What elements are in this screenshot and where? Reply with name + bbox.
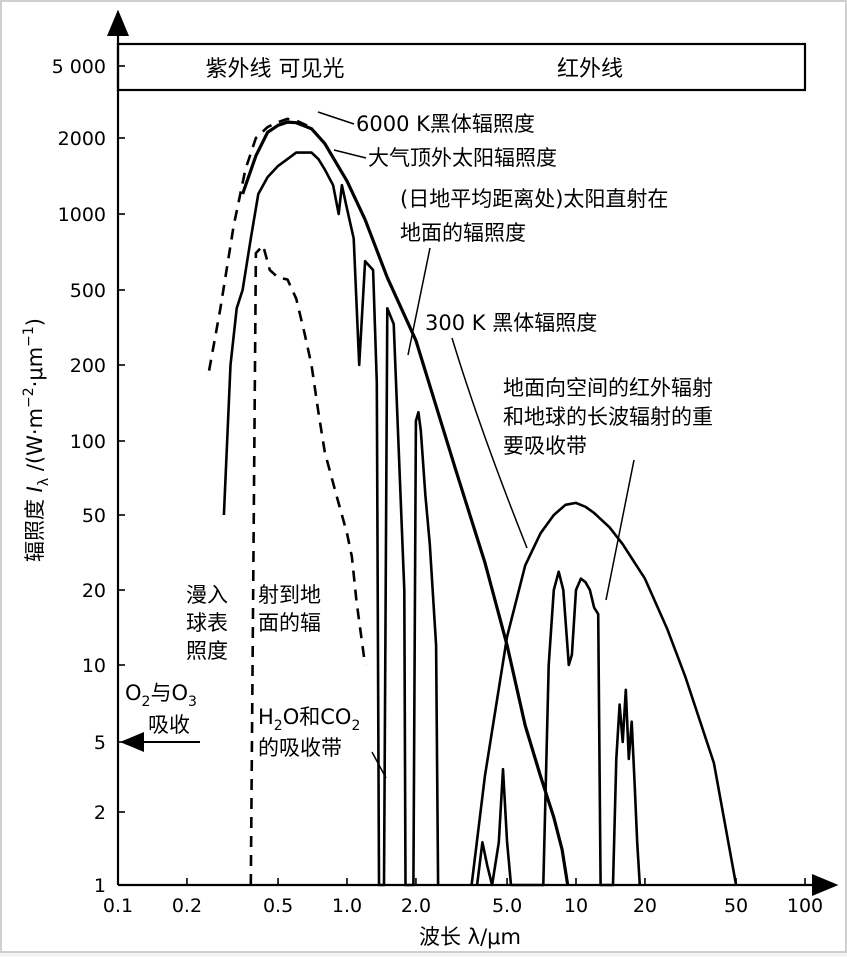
y-tick-label-2: 5 [94,732,106,754]
x-tick-label-3: 1.0 [332,895,362,917]
series-line-2 [222,151,440,887]
label-toa-solar: 大气顶外太阳辐照度 [368,146,557,170]
label-direct-solar-line1: (日地平均距离处)太阳直射在 [400,187,668,211]
axis-ticks: 0.1 0.2 0.5 1.0 2.0 5.0 10 20 50 100 1 2 5 10 20 50 100 2… [52,56,824,917]
y-tick-label-3: 10 [82,655,106,677]
label-diffuse-left-1: 漫入 [186,583,228,607]
leader-h2o-co2 [371,751,387,779]
x-tick-label-0: 0.1 [103,895,133,917]
y-tick-label-5: 50 [82,505,106,527]
series-line-5 [475,570,642,887]
y-tick-label-6: 100 [70,431,106,453]
x-tick-label-4: 2.0 [401,895,431,917]
label-6000k-blackbody: 6000 K黑体辐照度 [356,112,535,136]
label-absorption: 吸收 [148,713,190,737]
band-label-uv-visible: 紫外线 可见光 [206,57,345,82]
series-line-3 [249,244,367,886]
x-tick-label-7: 20 [633,895,657,917]
series-line-0 [241,120,570,886]
label-diffuse-left-2: 球表 [186,611,228,635]
y-tick-label-4: 20 [82,580,106,602]
label-terrestrial-ir-line2: 和地球的长波辐射的重 [503,405,713,429]
label-300k-blackbody: 300 K 黑体辐照度 [425,311,597,335]
series-line-1 [207,117,313,371]
label-terrestrial-ir-line3: 要吸收带 [503,434,587,458]
leader-toa [333,149,367,159]
y-tick-label-1: 2 [94,802,106,824]
y-tick-label-8: 500 [70,280,106,302]
y-tick-label-9: 1000 [58,204,106,226]
label-absorption-band: 的吸收带 [258,736,342,760]
y-tick-label-0: 1 [94,875,106,897]
series-layer [207,117,738,887]
label-diffuse-right-1: 射到地 [258,583,321,607]
y-tick-label-11: 5 000 [52,56,106,78]
series-line-4 [470,501,738,886]
band-label-infrared: 红外线 [557,57,623,82]
label-o2-o3: O2与O3 [125,681,197,710]
leader-direct-solar [407,247,431,356]
x-tick-label-6: 10 [564,895,588,917]
x-tick-label-2: 0.5 [263,895,293,917]
label-diffuse-left-3: 照度 [186,639,228,663]
x-axis-label: 波长 λ/μm [419,925,521,949]
y-tick-label-7: 200 [70,355,106,377]
x-tick-label-8: 50 [724,895,748,917]
label-h2o-co2: H2O和CO2 [258,705,360,734]
label-terrestrial-ir-line1: 地面向空间的红外辐射 [503,376,713,400]
leader-terrestrial-ir [605,459,635,601]
y-axis-label: 辐照度 Iλ /(W·m−2·μm−1) [21,318,52,562]
leader-6000k [317,111,355,125]
leader-300k [451,337,528,549]
label-diffuse-right-2: 面的辐 [258,611,321,635]
label-direct-solar-line2: 地面的辐照度 [400,221,526,245]
x-tick-label-9: 100 [787,895,823,917]
band-box [116,42,807,92]
x-tick-label-5: 5.0 [492,895,522,917]
y-tick-label-10: 2000 [58,128,106,150]
x-tick-label-1: 0.2 [172,895,202,917]
